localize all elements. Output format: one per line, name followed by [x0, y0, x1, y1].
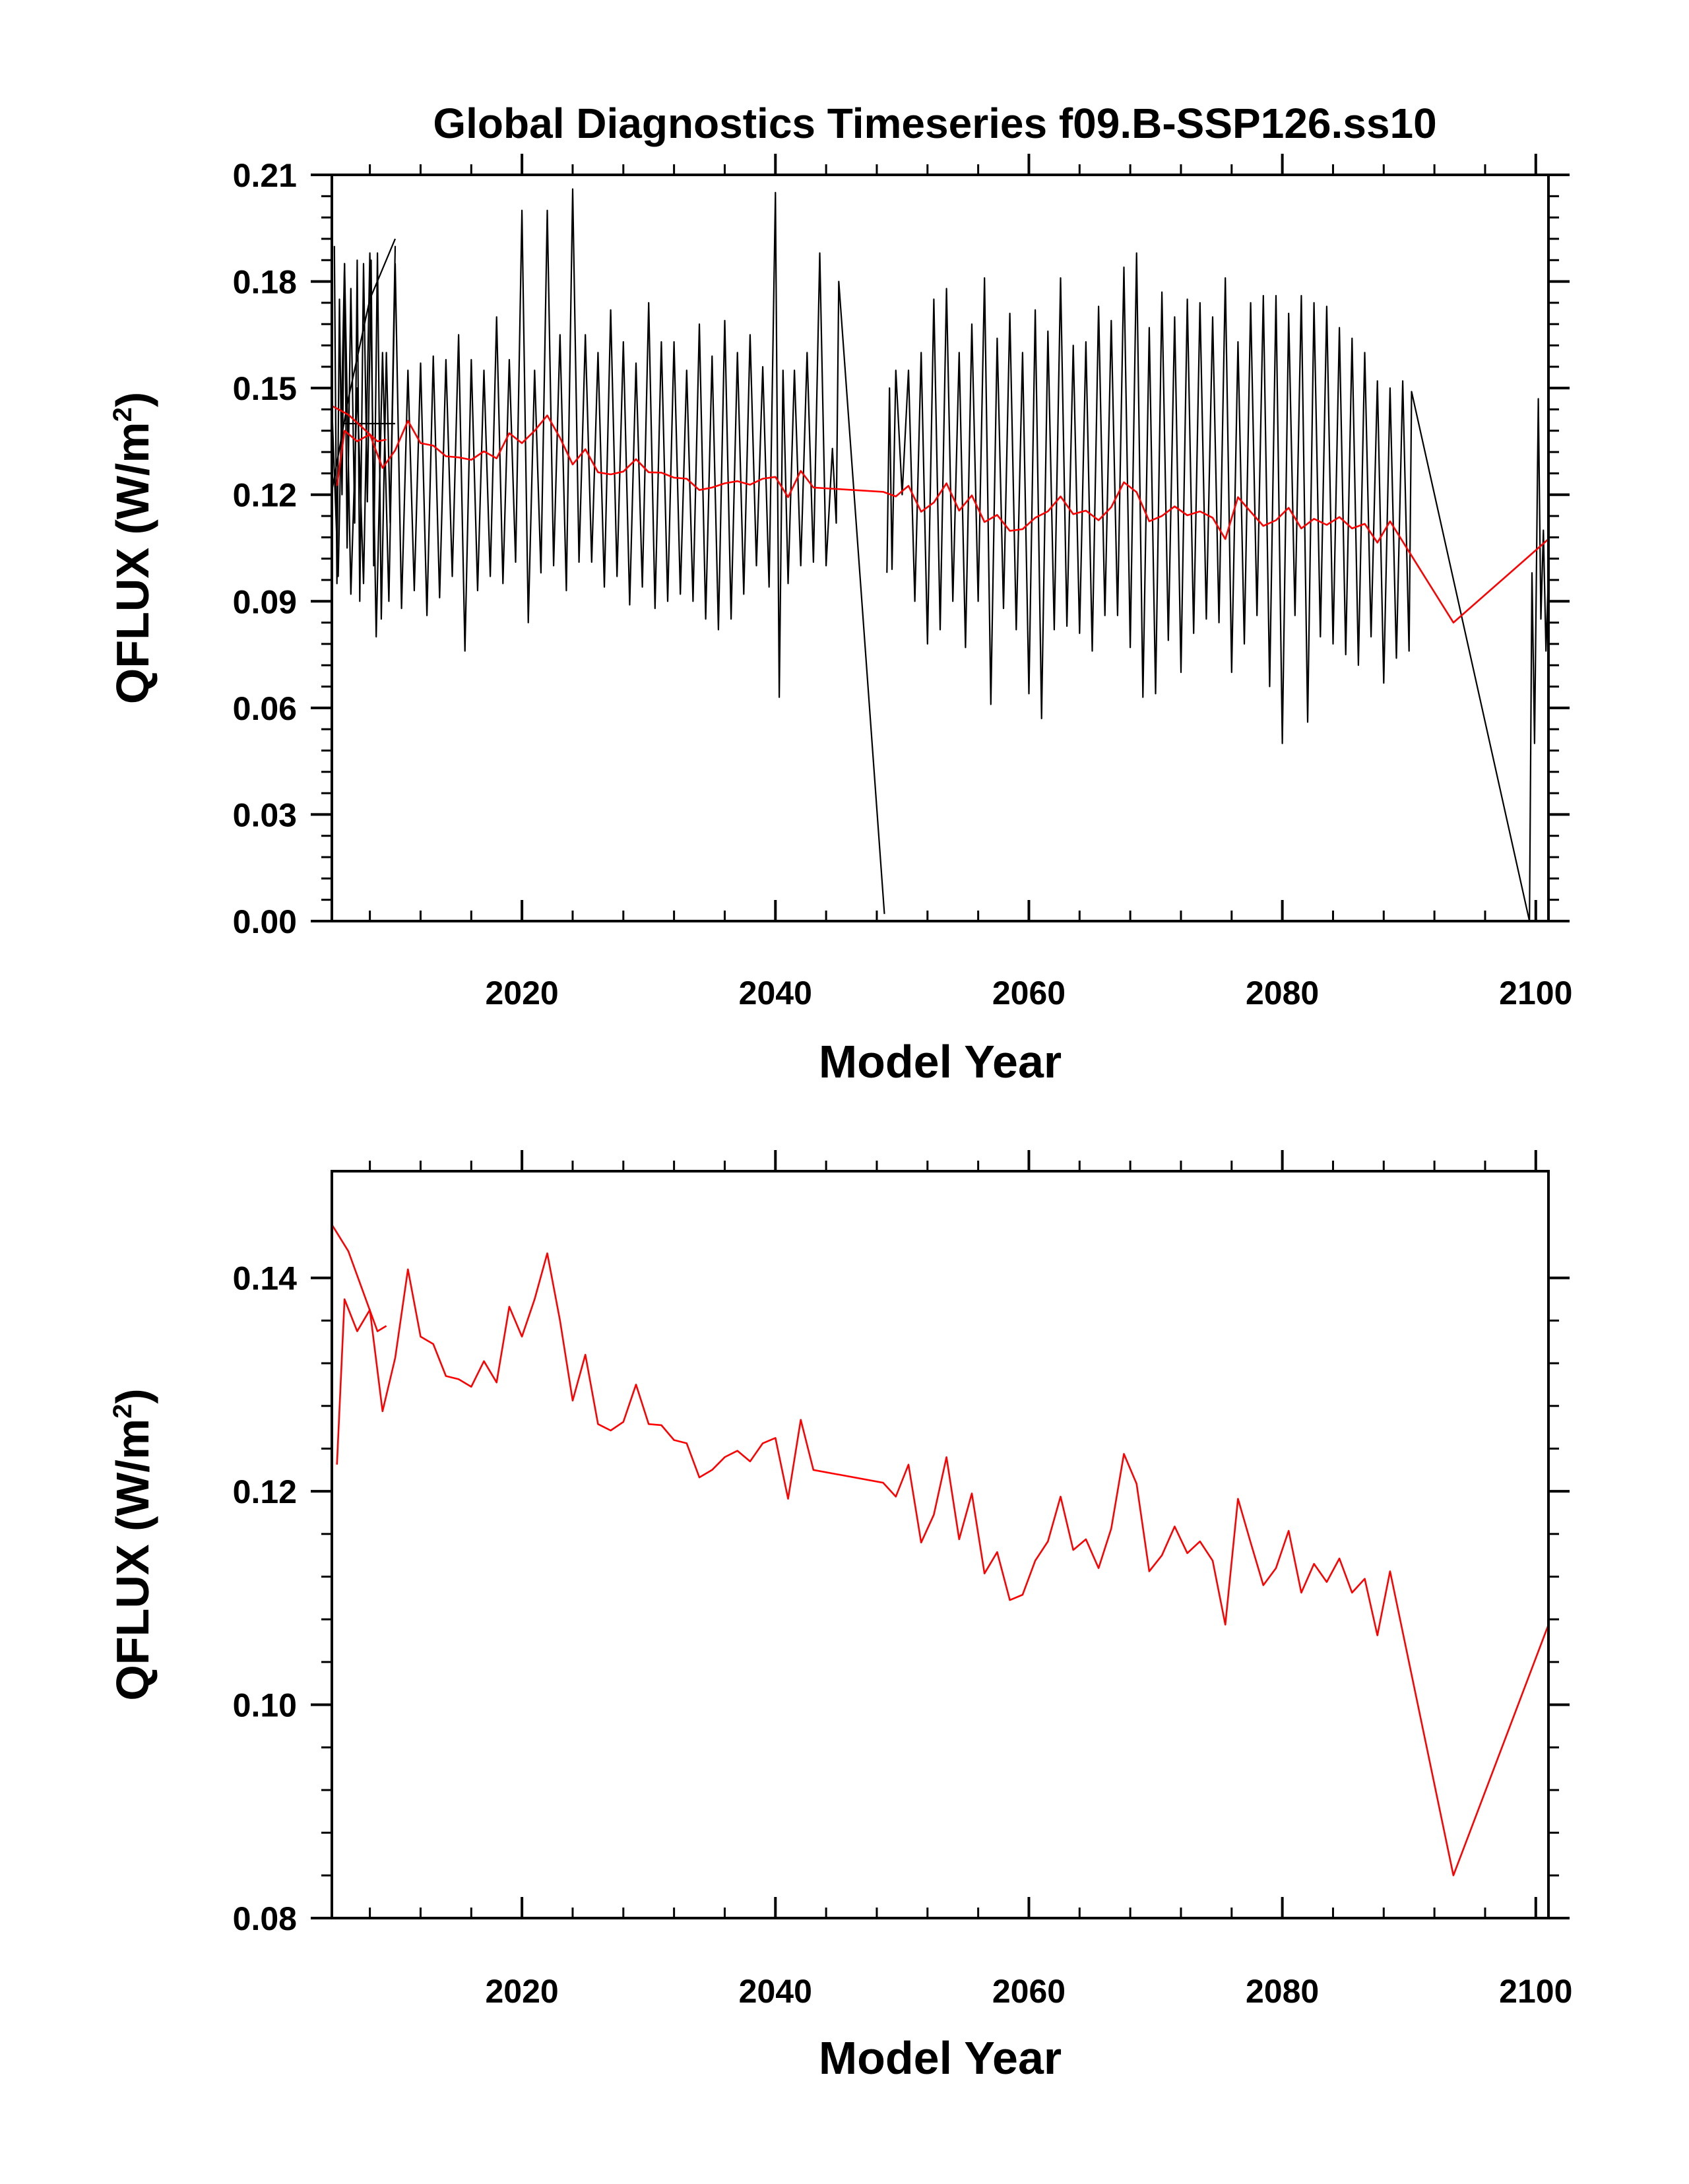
chart-0-y-tick-label: 0.06: [233, 690, 297, 727]
chart-0-monthly-series-line-1: [333, 245, 397, 620]
chart-0-x-axis-title: Model Year: [819, 1036, 1062, 1087]
chart-1-y-tick-label: 0.10: [233, 1687, 297, 1724]
chart-0-y-axis-title-superscript: 2: [108, 407, 137, 422]
chart-1-x-tick-label: 2080: [1246, 1973, 1319, 2010]
top-panel-qflux-monthly-and-annual: 2020 2040 2060 2080 2100 0.00 0.03 0.06 0.09 0.12…: [107, 154, 1572, 1087]
chart-1-annual-series-line-1: [336, 1252, 1550, 1877]
chart-1-y-tick-label: 0.12: [233, 1473, 297, 1510]
chart-0-x-tick-label: 2100: [1499, 975, 1572, 1012]
chart-1-x-tick-label: 2040: [739, 1973, 812, 2010]
chart-1-x-tick-label: 2060: [992, 1973, 1066, 2010]
chart-0-y-tick-label: 0.03: [233, 796, 297, 833]
chart-0-y-tick-label: 0.09: [233, 583, 297, 620]
chart-1-y-axis-title: QFLUX (W/m2): [107, 1388, 158, 1700]
chart-0-monthly-series-line-0: [331, 238, 397, 492]
chart-1-plot-frame: [331, 1170, 1550, 1919]
chart-1-x-tick-label: 2100: [1499, 1973, 1572, 2010]
chart-0-x-tick-label: 2080: [1246, 975, 1319, 1012]
chart-1-x-tick-label: 2020: [486, 1973, 559, 2010]
chart-0-y-tick-label: 0.18: [233, 264, 297, 301]
chart-0-annual-series-line-0: [331, 404, 387, 443]
chart-0-y-tick-label: 0.15: [233, 370, 297, 407]
chart-0-x-tick-label: 2060: [992, 975, 1066, 1012]
chart-0-monthly-series-line-4: [886, 252, 1550, 922]
chart-1-y-axis-title-main: QFLUX (W/m: [107, 1419, 158, 1701]
chart-0-monthly-series-line-3: [331, 188, 885, 915]
chart-0-y-tick-label: 0.12: [233, 477, 297, 514]
chart-1-y-axis-title-superscript: 2: [108, 1404, 137, 1419]
chart-1-y-tick-label: 0.08: [233, 1900, 297, 1937]
chart-0-annual-series-line-1: [336, 414, 1549, 624]
figure-title: Global Diagnostics Timeseries f09.B-SSP1…: [433, 100, 1436, 147]
chart-0-y-axis-title-close: ): [107, 392, 158, 407]
chart-1-y-tick-label: 0.14: [233, 1260, 298, 1297]
chart-0-y-axis-title-main: QFLUX (W/m: [107, 422, 158, 704]
bottom-panel-qflux-annual: 2020 2040 2060 2080 2100 0.08 0.10 0.12 0.14 Mode…: [107, 1150, 1572, 2084]
chart-0-x-tick-label: 2020: [486, 975, 559, 1012]
chart-0-y-tick-label: 0.00: [233, 903, 297, 940]
chart-1-y-axis-title-close: ): [107, 1388, 158, 1403]
chart-1-annual-series-line-0: [331, 1224, 387, 1332]
chart-0-plot-frame: [331, 174, 1550, 922]
chart-0-y-axis-title: QFLUX (W/m2): [107, 392, 158, 704]
chart-0-x-tick-label: 2040: [739, 975, 812, 1012]
chart-1-x-axis-title: Model Year: [819, 2032, 1062, 2084]
chart-0-y-tick-label: 0.21: [233, 157, 297, 194]
